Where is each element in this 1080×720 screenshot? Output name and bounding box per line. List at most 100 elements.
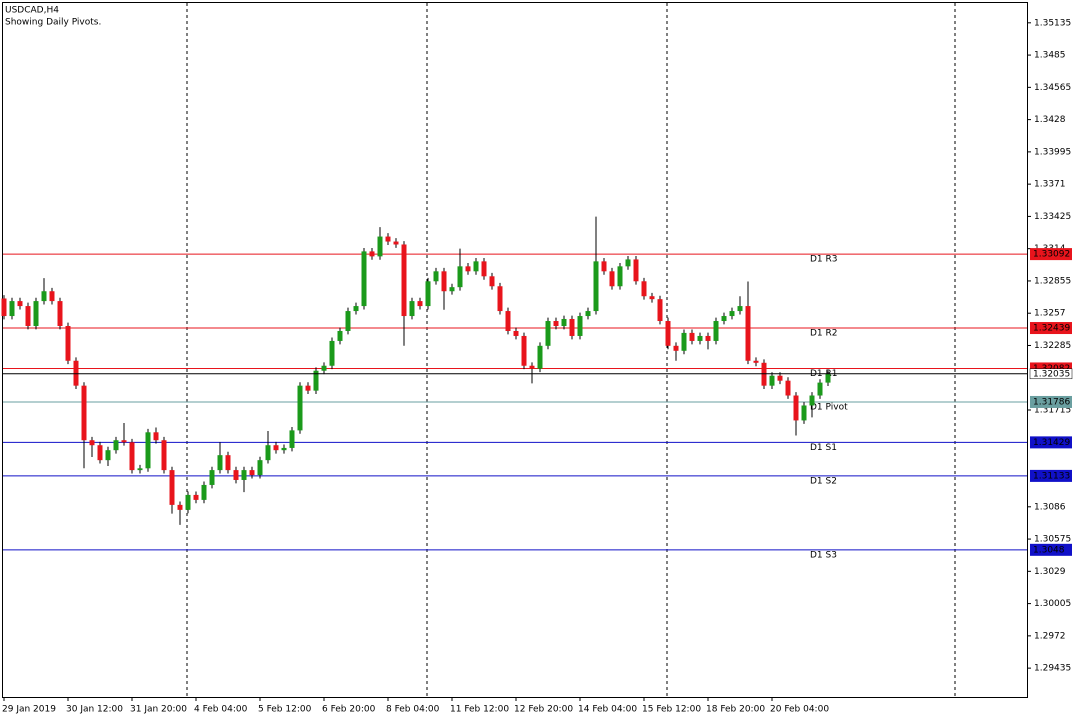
candle-body bbox=[569, 318, 575, 336]
y-tick-label: 1.3371 bbox=[1034, 180, 1066, 190]
x-tick-label: 6 Feb 20:00 bbox=[322, 705, 376, 715]
candle-body bbox=[1, 298, 7, 317]
candle-body bbox=[105, 450, 111, 461]
candle-body bbox=[665, 321, 671, 346]
y-tick-label: 1.32285 bbox=[1034, 341, 1071, 351]
candle-body bbox=[425, 281, 431, 307]
candle-body bbox=[233, 470, 239, 480]
pivot-name: D1 S1 bbox=[810, 443, 837, 453]
x-tick-label: 8 Feb 04:00 bbox=[386, 705, 440, 715]
candle-body bbox=[513, 330, 519, 336]
candle-body bbox=[697, 335, 703, 341]
candle-body bbox=[737, 306, 743, 312]
x-tick-label: 30 Jan 12:00 bbox=[66, 705, 123, 715]
candle-body bbox=[137, 468, 143, 471]
x-tick-label: 18 Feb 20:00 bbox=[706, 705, 765, 715]
candle-body bbox=[385, 236, 391, 242]
candle-body bbox=[417, 301, 423, 307]
candle-body bbox=[681, 332, 687, 351]
x-tick-label: 15 Feb 12:00 bbox=[642, 705, 701, 715]
candle-body bbox=[633, 259, 639, 282]
candle-body bbox=[689, 332, 695, 341]
y-tick-label: 1.33995 bbox=[1034, 147, 1071, 157]
candle-body bbox=[313, 370, 319, 391]
candle-body bbox=[257, 460, 263, 476]
candle-body bbox=[785, 380, 791, 396]
pivot-value-box bbox=[1030, 436, 1072, 449]
candle-body bbox=[161, 440, 167, 471]
plot-frame bbox=[2, 2, 1028, 698]
candle-body bbox=[625, 259, 631, 267]
y-tick-label: 1.34565 bbox=[1034, 83, 1071, 93]
candle-body bbox=[489, 276, 495, 287]
candle-body bbox=[265, 445, 271, 461]
candle-body bbox=[409, 301, 415, 317]
y-tick-label: 1.31715 bbox=[1034, 406, 1071, 416]
bid-value: 1.32035 bbox=[1033, 369, 1070, 379]
y-tick-label: 1.29435 bbox=[1034, 664, 1071, 674]
x-tick-label: 20 Feb 04:00 bbox=[770, 705, 829, 715]
x-tick-label: 12 Feb 20:00 bbox=[514, 705, 573, 715]
candle-body bbox=[201, 484, 207, 500]
candle-body bbox=[121, 440, 127, 443]
candle-body bbox=[585, 311, 591, 317]
candle-body bbox=[185, 494, 191, 510]
pivot-value: 1.31429 bbox=[1033, 438, 1070, 448]
candle-body bbox=[465, 266, 471, 272]
candle-body bbox=[441, 271, 447, 292]
candle-body bbox=[809, 395, 815, 406]
candle-body bbox=[89, 440, 95, 446]
candle-body bbox=[649, 296, 655, 300]
candle-body bbox=[97, 445, 103, 461]
candle-body bbox=[193, 494, 199, 500]
pivot-name: D1 S3 bbox=[810, 550, 837, 560]
candle-body bbox=[329, 340, 335, 366]
candle-body bbox=[273, 445, 279, 451]
pivot-value: 1.31133 bbox=[1033, 471, 1070, 481]
candle-body bbox=[113, 440, 119, 451]
pivot-value-box bbox=[1030, 248, 1072, 261]
candle-body bbox=[9, 301, 15, 317]
candle-body bbox=[449, 287, 455, 292]
candle-body bbox=[705, 335, 711, 341]
chart-subtitle: Showing Daily Pivots. bbox=[5, 18, 101, 28]
candle-body bbox=[601, 261, 607, 272]
pivot-name: D1 Pivot bbox=[810, 402, 848, 412]
pivot-value-box bbox=[1030, 322, 1072, 335]
candle-body bbox=[825, 373, 831, 383]
candle-body bbox=[553, 321, 559, 326]
y-tick-label: 1.3428 bbox=[1034, 115, 1066, 125]
candle-body bbox=[33, 301, 39, 326]
candle-body bbox=[617, 266, 623, 287]
candle-body bbox=[217, 455, 223, 471]
y-tick-label: 1.33425 bbox=[1034, 212, 1071, 222]
candle-body bbox=[593, 261, 599, 312]
candle-body bbox=[473, 261, 479, 272]
candle-body bbox=[145, 432, 151, 469]
candle-body bbox=[297, 385, 303, 431]
candle-body bbox=[321, 365, 327, 371]
candle-body bbox=[729, 311, 735, 317]
pivot-value-box bbox=[1030, 469, 1072, 482]
pivot-name: D1 R3 bbox=[810, 255, 838, 265]
candle-body bbox=[433, 271, 439, 282]
candle-body bbox=[353, 306, 359, 312]
candle-body bbox=[241, 470, 247, 480]
candle-body bbox=[249, 470, 255, 476]
candle-body bbox=[657, 299, 663, 322]
candle-body bbox=[577, 316, 583, 336]
candle-body bbox=[745, 306, 751, 361]
candle-body bbox=[377, 236, 383, 257]
candle-body bbox=[281, 447, 287, 451]
y-tick-label: 1.2972 bbox=[1034, 631, 1066, 641]
candle-body bbox=[713, 321, 719, 341]
candle-body bbox=[169, 470, 175, 505]
pivot-name: D1 S2 bbox=[810, 476, 837, 486]
x-tick-label: 11 Feb 12:00 bbox=[450, 705, 509, 715]
candle-body bbox=[721, 316, 727, 322]
candle-body bbox=[337, 330, 343, 341]
period-separators bbox=[186, 3, 956, 697]
candle-body bbox=[81, 385, 87, 441]
y-tick-label: 1.30575 bbox=[1034, 535, 1071, 545]
